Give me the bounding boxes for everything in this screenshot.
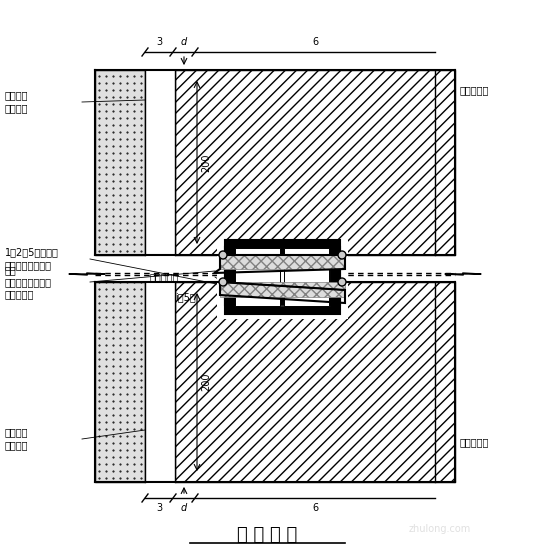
Circle shape [338,251,346,259]
Polygon shape [330,247,340,305]
Text: 或详个体工程设计: 或详个体工程设计 [5,260,52,270]
Text: 防水密封胶: 防水密封胶 [150,272,179,282]
Polygon shape [225,247,340,255]
Polygon shape [284,248,329,306]
Polygon shape [225,247,235,305]
Text: 聚氨脂发泡: 聚氨脂发泡 [460,437,489,447]
Circle shape [219,251,227,259]
Text: d: d [181,37,187,47]
Text: 窗 口 做 法: 窗 口 做 法 [237,526,297,544]
Text: 3: 3 [156,503,162,513]
Text: 1：2．5水泥砂浆: 1：2．5水泥砂浆 [5,247,59,257]
Polygon shape [95,282,145,482]
Text: 200: 200 [201,373,211,391]
Text: 聚氨脂发泡: 聚氨脂发泡 [460,85,489,95]
Text: 6: 6 [312,37,318,47]
Text: 加强网布: 加强网布 [5,440,28,450]
Circle shape [338,278,346,286]
Text: 标准网布: 标准网布 [5,90,28,100]
Polygon shape [175,70,455,255]
Polygon shape [220,255,345,269]
Text: 3: 3 [156,37,162,47]
Text: 或详个体工程设计: 或详个体工程设计 [5,277,52,287]
Polygon shape [330,240,340,314]
Circle shape [219,278,227,286]
Text: 加强网布: 加强网布 [5,103,28,113]
Polygon shape [145,282,175,482]
Polygon shape [145,70,175,255]
Polygon shape [217,240,348,319]
Text: i＝5％: i＝5％ [175,292,196,302]
Polygon shape [225,240,340,248]
Text: d: d [181,503,187,513]
Text: 标准网布: 标准网布 [5,427,28,437]
Text: 200: 200 [201,153,211,172]
Polygon shape [235,248,280,306]
Polygon shape [235,255,280,297]
Polygon shape [217,247,348,310]
Polygon shape [225,297,340,305]
Polygon shape [284,255,329,297]
Text: 6: 6 [312,503,318,513]
Polygon shape [220,282,345,297]
Polygon shape [225,240,340,314]
Polygon shape [175,282,455,482]
Text: 防水密封胶: 防水密封胶 [5,289,34,299]
Text: 滴水: 滴水 [5,265,17,275]
Polygon shape [95,70,145,255]
Polygon shape [225,306,340,314]
Text: zhulong.com: zhulong.com [409,524,471,534]
Polygon shape [225,240,235,314]
Polygon shape [225,247,340,305]
